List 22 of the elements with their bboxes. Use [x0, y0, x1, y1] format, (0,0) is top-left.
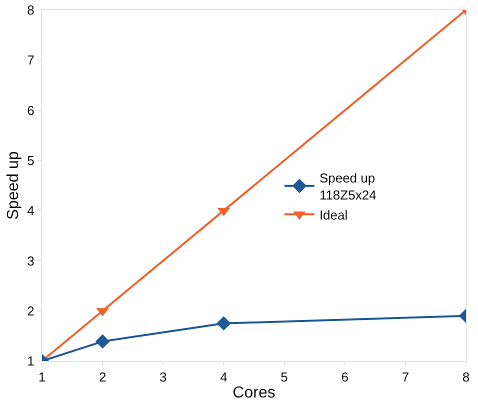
x-tick-label: 8 [462, 370, 470, 385]
x-tick-label: 3 [160, 370, 167, 385]
x-tick-label: 2 [98, 370, 106, 385]
y-tick-label: 4 [27, 203, 34, 218]
legend-label: Ideal [319, 207, 348, 222]
y-tick-label: 5 [27, 152, 34, 168]
y-tick-label: 6 [27, 102, 34, 118]
y-tick-label: 8 [27, 2, 34, 18]
x-axis-title: Cores [232, 384, 276, 402]
legend-label: Speed up 118Z5x24 [319, 170, 376, 202]
y-tick-label: 7 [27, 52, 34, 68]
y-tick-label: 3 [27, 253, 34, 268]
x-tick-label: 7 [402, 370, 410, 385]
x-tick-label: 5 [280, 370, 288, 385]
y-tick-label: 2 [27, 303, 34, 318]
point [95, 334, 110, 349]
x-tick-label: 1 [38, 370, 46, 385]
y-tick-label: 1 [27, 354, 34, 369]
point [216, 316, 231, 331]
x-tick-label: 4 [220, 370, 228, 385]
y-axis-title: Speed up [5, 151, 22, 220]
x-tick-label: 6 [341, 370, 348, 385]
